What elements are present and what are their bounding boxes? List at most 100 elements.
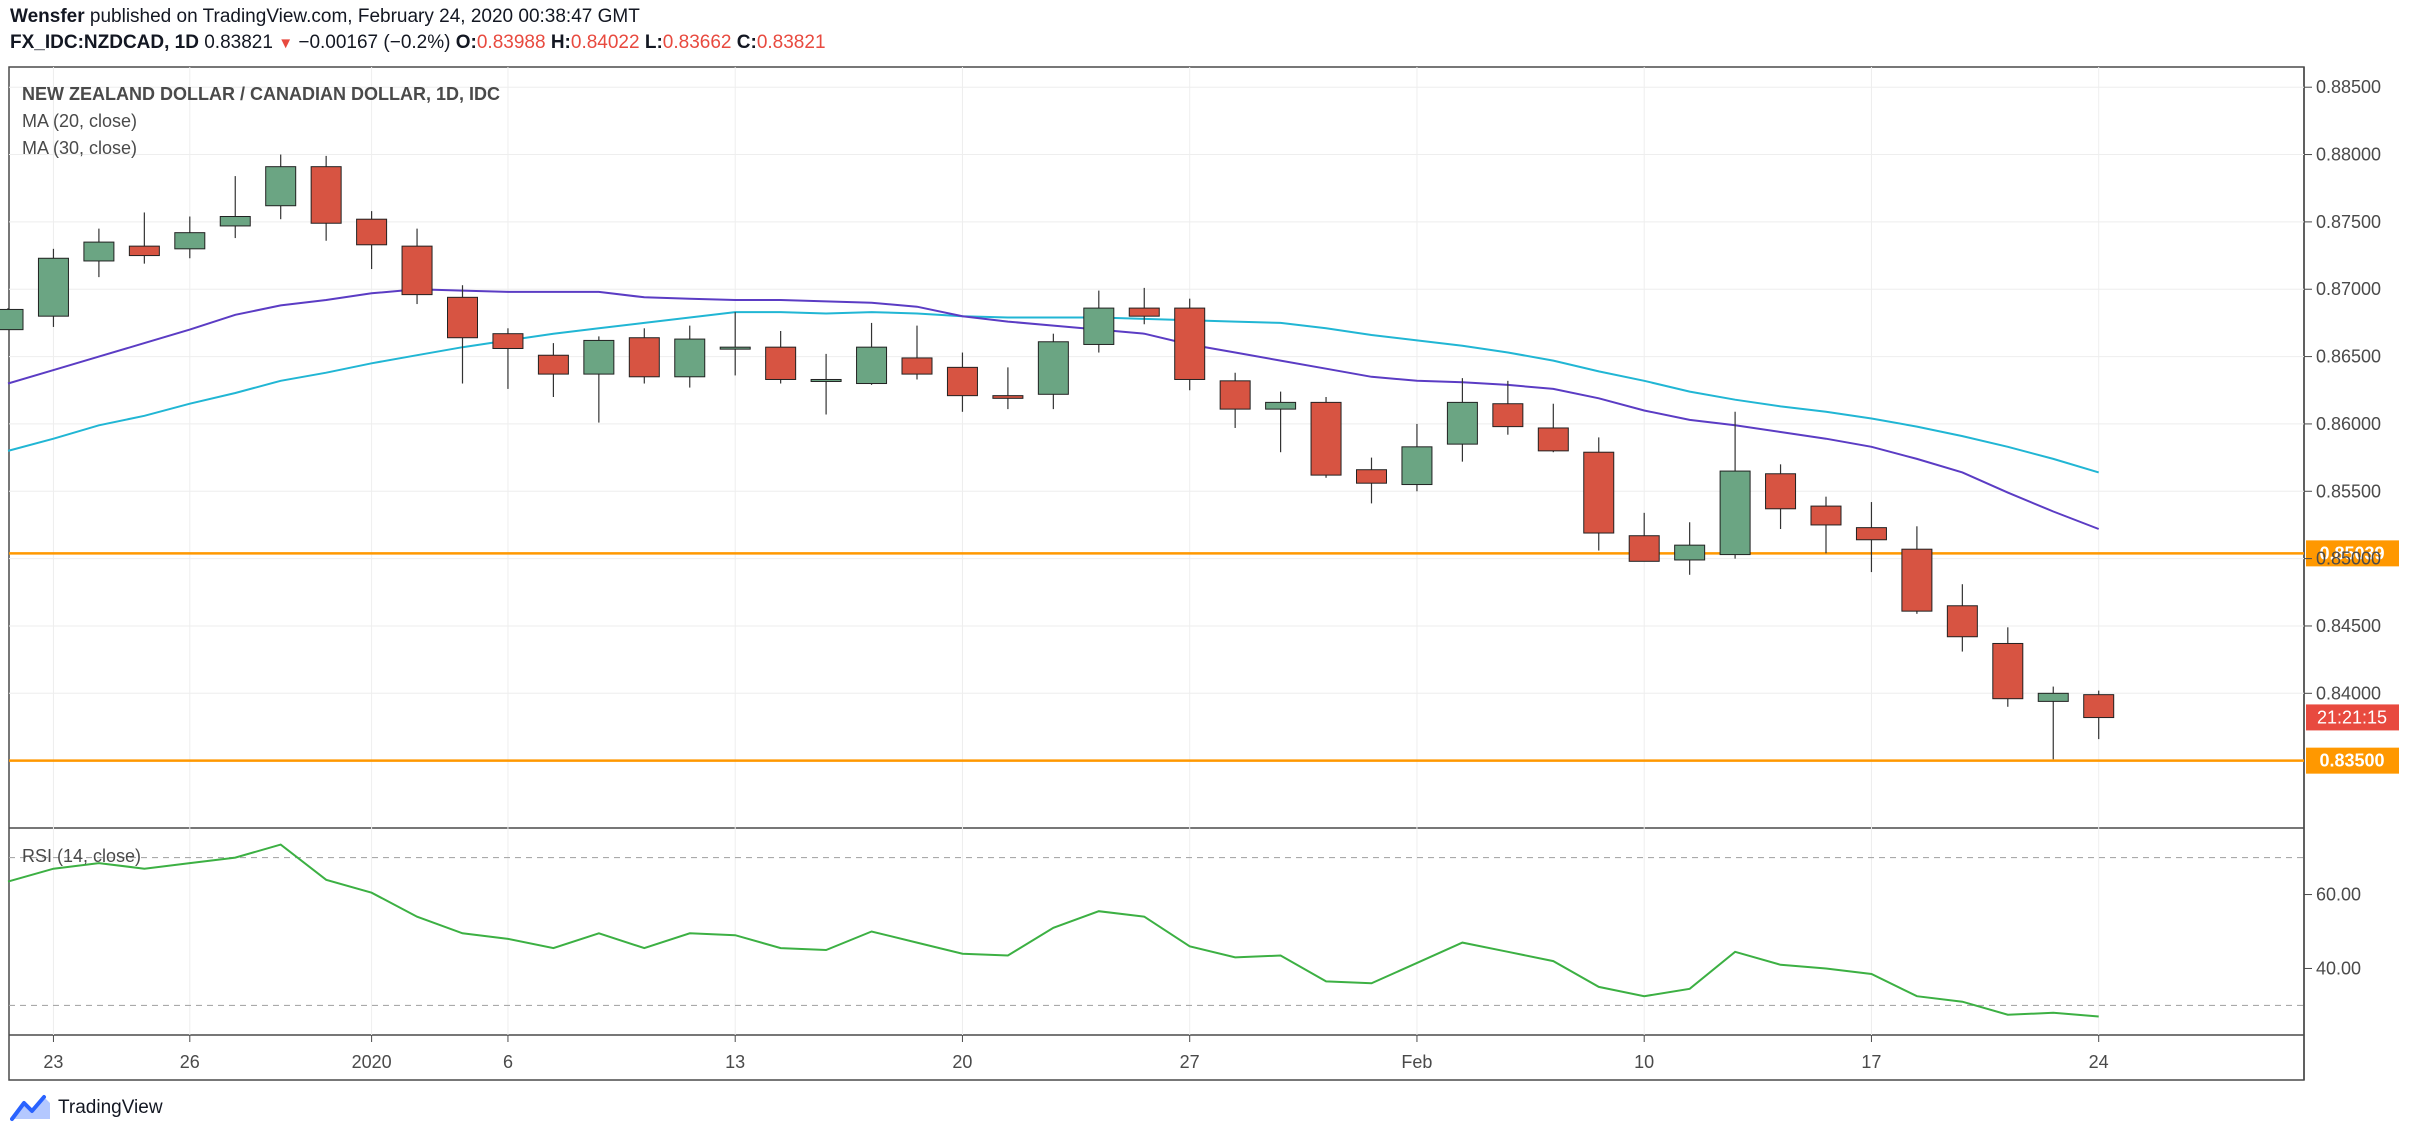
time-tick-label: 23 <box>43 1052 63 1072</box>
candle-body <box>219 216 251 227</box>
candle-down <box>1128 287 1160 325</box>
candle-down <box>946 352 978 412</box>
candle-body <box>628 337 660 378</box>
chart-frame <box>8 66 2305 1081</box>
candle-down <box>447 285 478 384</box>
ma30-legend[interactable]: MA (30, close) <box>22 138 137 158</box>
candle-body <box>1628 535 1660 562</box>
candle-body <box>1083 307 1115 345</box>
time-tick-label: 17 <box>1861 1052 1881 1072</box>
time-tick-label: 13 <box>725 1052 745 1072</box>
candle-body <box>946 366 978 397</box>
price-tick-label: 0.87000 <box>2316 279 2381 299</box>
candle-down <box>1765 464 1797 529</box>
price-tick-label: 0.85000 <box>2316 549 2381 569</box>
level-price-label: 0.83500 <box>2319 751 2384 771</box>
bar-countdown-badge <box>2306 704 2399 731</box>
candle-body <box>1492 403 1524 428</box>
last-price: 0.83821 <box>204 32 273 53</box>
candle-down <box>1628 512 1660 562</box>
candle-body <box>1401 446 1433 486</box>
candle-down <box>1492 380 1524 435</box>
candle-body <box>1537 427 1569 452</box>
candle-up <box>37 248 69 327</box>
candle-up <box>719 312 751 376</box>
candle-body <box>1037 341 1069 395</box>
price-tick-label: 0.88500 <box>2316 77 2381 97</box>
ma30-line <box>7 311 2099 474</box>
candle-body <box>492 333 524 350</box>
time-tick-label: 27 <box>1180 1052 1200 1072</box>
candle-body <box>265 166 297 207</box>
price-axis[interactable]: 0.88500 0.88000 0.87500 0.87000 0.86500 0.860… <box>2304 77 2381 703</box>
candle-body <box>674 338 706 378</box>
price-tick-label: 0.88000 <box>2316 145 2381 165</box>
time-tick-label: 6 <box>503 1052 513 1072</box>
candle-body <box>992 395 1024 399</box>
candle-body <box>1719 470 1751 556</box>
candle-body <box>1992 642 2024 700</box>
bar-countdown-label: 21:21:15 <box>2317 707 2387 727</box>
chart-title: NEW ZEALAND DOLLAR / CANADIAN DOLLAR, 1D… <box>22 84 500 104</box>
candle-body <box>901 357 933 375</box>
candle-body <box>401 245 433 296</box>
close-value: 0.83821 <box>756 32 826 53</box>
candle-body <box>356 218 388 246</box>
time-tick-label: 20 <box>952 1052 972 1072</box>
ma20-legend[interactable]: MA (20, close) <box>22 111 137 131</box>
candle-up <box>674 325 706 388</box>
candle-down <box>128 212 160 264</box>
time-axis[interactable]: 23 26 2020 6 13 20 27 Feb 10 17 24 <box>43 1035 2109 1072</box>
candle-body <box>1446 401 1478 445</box>
price-tick-label: 0.85500 <box>2316 481 2381 501</box>
candle-up <box>1265 391 1297 453</box>
horizontal-levels[interactable]: 0.85039 0.83500 21:21:15 <box>9 540 2399 774</box>
candle-body <box>2083 694 2115 719</box>
candle-body <box>1810 505 1842 526</box>
candle-body <box>719 346 751 350</box>
candle-down <box>1583 437 1615 551</box>
time-tick-label: 24 <box>2089 1052 2109 1072</box>
candle-body <box>537 354 569 375</box>
candle-up <box>265 154 297 220</box>
candle-body <box>1901 548 1933 612</box>
candle-up <box>1083 290 1115 353</box>
candle-up <box>83 228 115 278</box>
time-tick-label: 2020 <box>352 1052 392 1072</box>
tradingview-logo-icon[interactable] <box>10 1093 52 1123</box>
candle-down <box>1310 396 1342 478</box>
price-change: −0.00167 (−0.2%) <box>298 32 451 53</box>
candle-body <box>765 346 797 380</box>
published-text: published on TradingView.com, February 2… <box>84 6 640 27</box>
candle-body <box>1674 544 1706 561</box>
ma20-line <box>7 288 2100 530</box>
candle-body <box>583 339 615 375</box>
rsi-legend[interactable]: RSI (14, close) <box>22 846 141 866</box>
symbol-label: FX_IDC:NZDCAD, 1D <box>10 32 199 53</box>
candle-body <box>0 308 24 331</box>
candle-down <box>492 328 524 389</box>
rsi-tick-label: 60.00 <box>2316 885 2361 905</box>
candle-body <box>1310 401 1342 476</box>
level-price-badge <box>2306 540 2399 567</box>
candle-down <box>1946 584 1978 652</box>
candle-up <box>2037 686 2069 760</box>
candle-down <box>765 330 797 384</box>
candle-down <box>1901 526 1933 614</box>
footer-brand[interactable]: TradingView <box>58 1097 163 1118</box>
time-tick-label: 26 <box>180 1052 200 1072</box>
ma30-path <box>7 311 2099 474</box>
candle-down <box>901 325 933 380</box>
candle-up <box>174 216 206 259</box>
high-label: H: <box>550 32 571 53</box>
rsi-tick-label: 40.00 <box>2316 958 2361 978</box>
candle-body <box>310 166 342 224</box>
price-chart[interactable]: 0.85039 0.83500 21:21:15 60.00 40.00 0.8850… <box>0 0 2415 1090</box>
candle-up <box>1719 411 1751 559</box>
price-tick-label: 0.84500 <box>2316 616 2381 636</box>
author-name[interactable]: Wensfer <box>10 6 85 27</box>
candle-body <box>1583 451 1615 534</box>
candle-down <box>1855 502 1887 573</box>
candle-body <box>447 296 478 339</box>
candle-body <box>1174 307 1206 380</box>
